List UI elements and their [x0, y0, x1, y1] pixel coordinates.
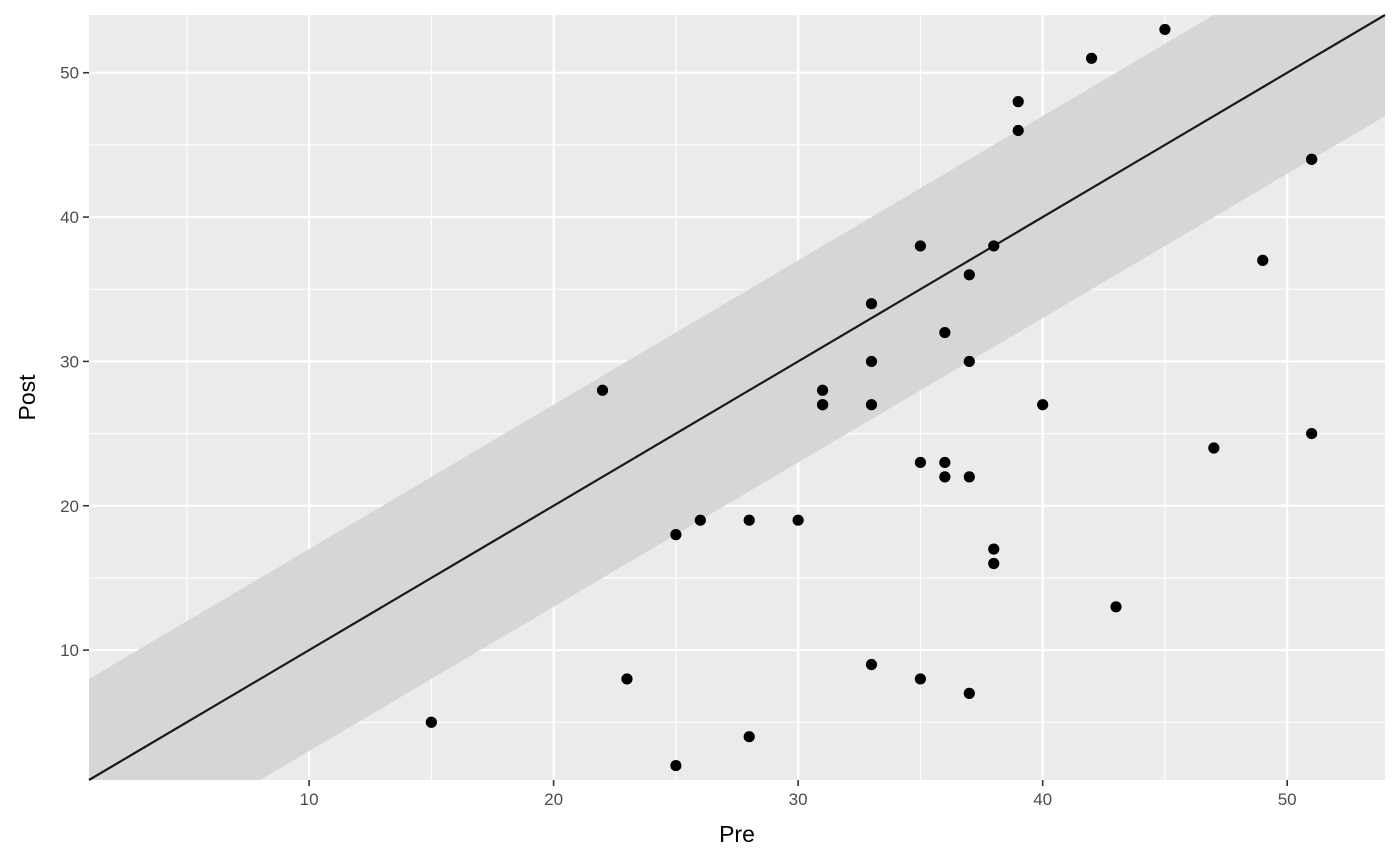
data-point	[1110, 601, 1122, 613]
data-point	[816, 384, 829, 396]
x-tick-label: 10	[300, 790, 319, 809]
data-point	[865, 298, 878, 310]
y-tick-label: 30	[60, 352, 79, 371]
data-point	[1012, 96, 1024, 108]
data-point	[963, 471, 975, 483]
data-point	[670, 529, 682, 541]
data-point	[865, 355, 878, 368]
data-point	[988, 240, 1000, 252]
data-point	[1257, 254, 1269, 266]
data-point	[1306, 153, 1318, 165]
data-point	[670, 759, 682, 772]
data-point	[1159, 23, 1171, 36]
data-point	[1012, 124, 1024, 137]
data-point	[914, 240, 926, 252]
data-point	[621, 673, 633, 685]
data-point	[914, 456, 926, 469]
data-point	[1306, 427, 1318, 440]
data-point	[792, 514, 804, 526]
data-point	[743, 731, 755, 743]
y-tick-label: 40	[60, 208, 79, 227]
data-point	[1085, 52, 1098, 64]
data-point	[596, 384, 609, 396]
data-point	[939, 326, 951, 339]
y-tick-label: 50	[60, 64, 79, 83]
data-point	[1208, 442, 1220, 454]
data-point	[425, 716, 437, 728]
data-point	[914, 673, 926, 685]
data-point	[694, 514, 706, 526]
data-point	[939, 456, 951, 469]
y-axis: 10 20 30 40 50	[60, 64, 89, 660]
x-tick-label: 50	[1278, 790, 1297, 809]
data-point	[963, 687, 975, 699]
data-point	[939, 471, 951, 483]
data-point	[963, 269, 975, 281]
x-tick-label: 20	[544, 790, 563, 809]
x-axis-title: Pre	[719, 821, 755, 847]
y-tick-label: 20	[60, 497, 79, 516]
data-point	[988, 543, 1000, 555]
data-point	[988, 557, 1000, 570]
y-tick-label: 10	[60, 641, 79, 660]
data-point	[963, 355, 975, 368]
identity-line	[88, 14, 1386, 781]
data-point	[816, 399, 829, 411]
data-point	[743, 514, 755, 526]
x-tick-label: 40	[1033, 790, 1052, 809]
x-tick-label: 30	[789, 790, 808, 809]
data-points	[425, 23, 1318, 772]
x-axis: 10 20 30 40 50	[300, 780, 1297, 809]
data-point	[1037, 399, 1049, 411]
data-point	[865, 658, 878, 671]
y-axis-title: Post	[14, 374, 40, 421]
data-point	[865, 399, 878, 411]
